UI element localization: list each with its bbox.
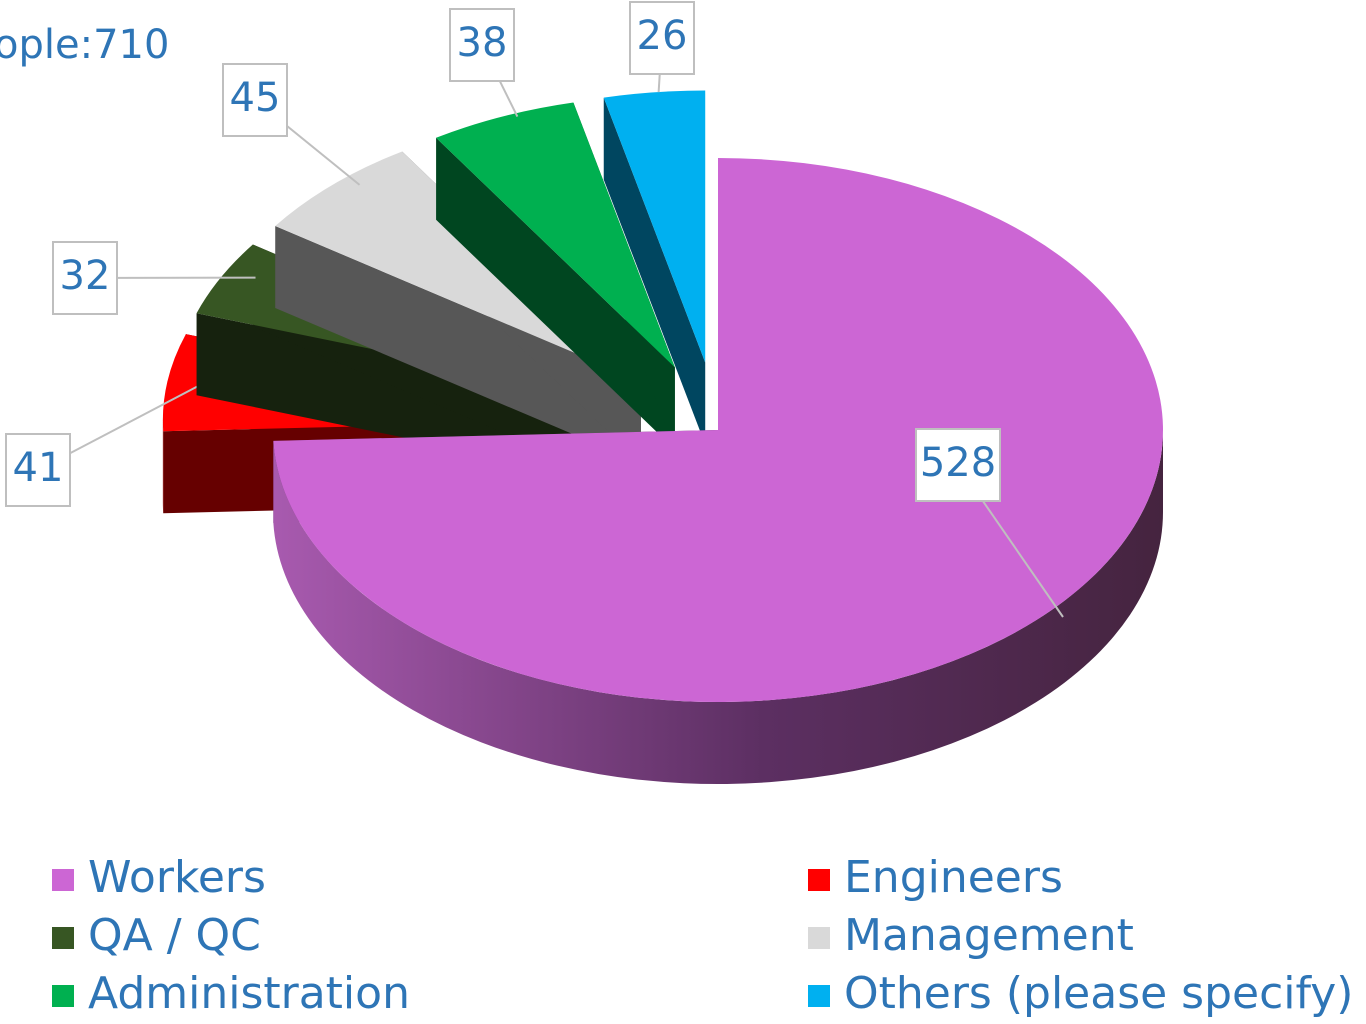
legend-swatch bbox=[52, 869, 74, 891]
slice-wall bbox=[275, 225, 641, 463]
slice-wall bbox=[436, 137, 675, 450]
label-box bbox=[5, 433, 71, 507]
data-label: 32 bbox=[60, 253, 111, 299]
chart-title: ople:710 bbox=[0, 22, 169, 68]
legend-swatch bbox=[52, 985, 74, 1007]
label-box bbox=[222, 63, 288, 137]
slice bbox=[436, 102, 675, 368]
data-label: 528 bbox=[920, 440, 996, 486]
slice bbox=[603, 90, 706, 363]
data-label: 45 bbox=[230, 75, 281, 121]
label-box bbox=[915, 428, 1001, 502]
legend-swatch bbox=[808, 985, 830, 1007]
legend-swatch bbox=[808, 869, 830, 891]
legend-label: Workers bbox=[88, 852, 266, 903]
legend-label: Others (please specify) bbox=[844, 968, 1353, 1019]
data-label: 38 bbox=[457, 20, 508, 66]
slice-wall bbox=[603, 97, 706, 445]
legend-label: Management bbox=[844, 910, 1134, 961]
data-label: 26 bbox=[637, 13, 688, 59]
legend-label: Administration bbox=[88, 968, 410, 1019]
legend-swatch bbox=[808, 927, 830, 949]
slice-side bbox=[273, 430, 1164, 785]
slice bbox=[273, 158, 1164, 702]
legend-swatch bbox=[52, 927, 74, 949]
data-label: 41 bbox=[13, 445, 64, 491]
legend-label: Engineers bbox=[844, 852, 1063, 903]
label-box bbox=[52, 241, 118, 315]
label-box bbox=[449, 8, 515, 82]
label-box bbox=[629, 1, 695, 75]
legend-label: QA / QC bbox=[88, 910, 261, 961]
